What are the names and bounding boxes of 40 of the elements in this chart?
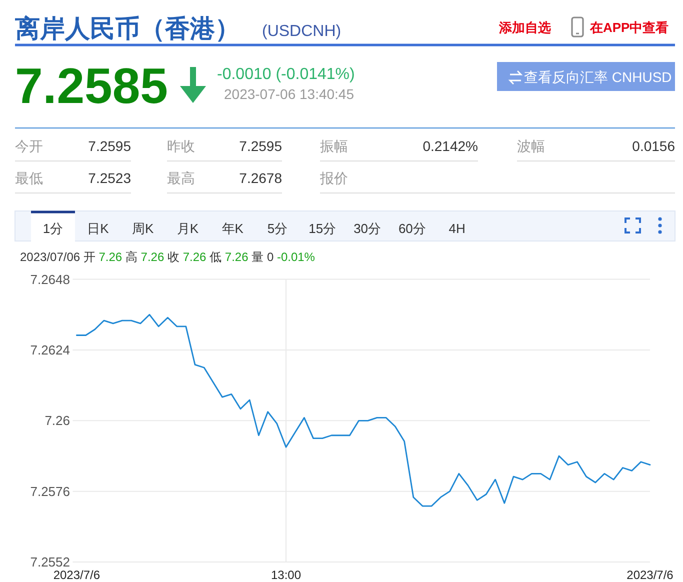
xtick: 2023/7/6 bbox=[626, 568, 674, 582]
annotation: -0.0010 (-0.0141%) bbox=[217, 66, 355, 83]
annotation: 2023-07-06 13:40:45 bbox=[224, 86, 354, 102]
annotation: 年K bbox=[222, 221, 244, 236]
annotation: 0.0156 bbox=[632, 138, 675, 154]
ytick: 7.2648 bbox=[30, 272, 70, 287]
annotation: 60分 bbox=[398, 221, 426, 236]
annotation: 5分 bbox=[267, 221, 288, 236]
annotation: 7.2595 bbox=[88, 138, 131, 154]
ytick: 7.2624 bbox=[30, 342, 70, 358]
ytick: 7.26 bbox=[44, 413, 70, 428]
title: 离岸人民币（香港） bbox=[15, 15, 240, 43]
xtick: 2023/7/6 bbox=[53, 568, 100, 582]
annotation: 30分 bbox=[354, 221, 382, 236]
annotation: 波幅 bbox=[517, 138, 545, 154]
ytick: 7.2552 bbox=[30, 554, 70, 570]
annotation: 查看反向汇率 CNHUSD bbox=[524, 69, 672, 85]
annotation: 振幅 bbox=[320, 138, 348, 154]
annotation: 1分 bbox=[42, 221, 64, 236]
annotation: 昨收 bbox=[167, 138, 195, 154]
annotation: 7.2678 bbox=[239, 170, 282, 186]
annotation: 7.2523 bbox=[88, 170, 131, 186]
subtitle: (USDCNH) bbox=[262, 23, 342, 40]
annotation: 4H bbox=[448, 221, 466, 236]
subtitle: 2023/07/06 开 7.26 高 7.26 收 7.26 低 7.26 量 0 -0.01% bbox=[20, 250, 315, 264]
annotation: 7.2585 bbox=[15, 58, 168, 114]
annotation: 7.2595 bbox=[239, 138, 282, 154]
annotation: 在APP中查看 bbox=[590, 20, 669, 35]
annotation: 今开 bbox=[15, 138, 43, 154]
annotation: 报价 bbox=[320, 170, 348, 186]
annotation: 最低 bbox=[15, 170, 43, 186]
ytick: 7.2576 bbox=[30, 484, 70, 499]
annotation: 最高 bbox=[167, 170, 195, 186]
annotation: 0.2142% bbox=[422, 138, 478, 154]
xtick: 13:00 bbox=[270, 568, 302, 582]
annotation: 15分 bbox=[308, 221, 336, 236]
annotation: 月K bbox=[176, 221, 199, 236]
annotation: 周K bbox=[132, 221, 154, 236]
annotation: 日K bbox=[87, 221, 109, 236]
annotation: 添加自选 bbox=[499, 20, 551, 35]
